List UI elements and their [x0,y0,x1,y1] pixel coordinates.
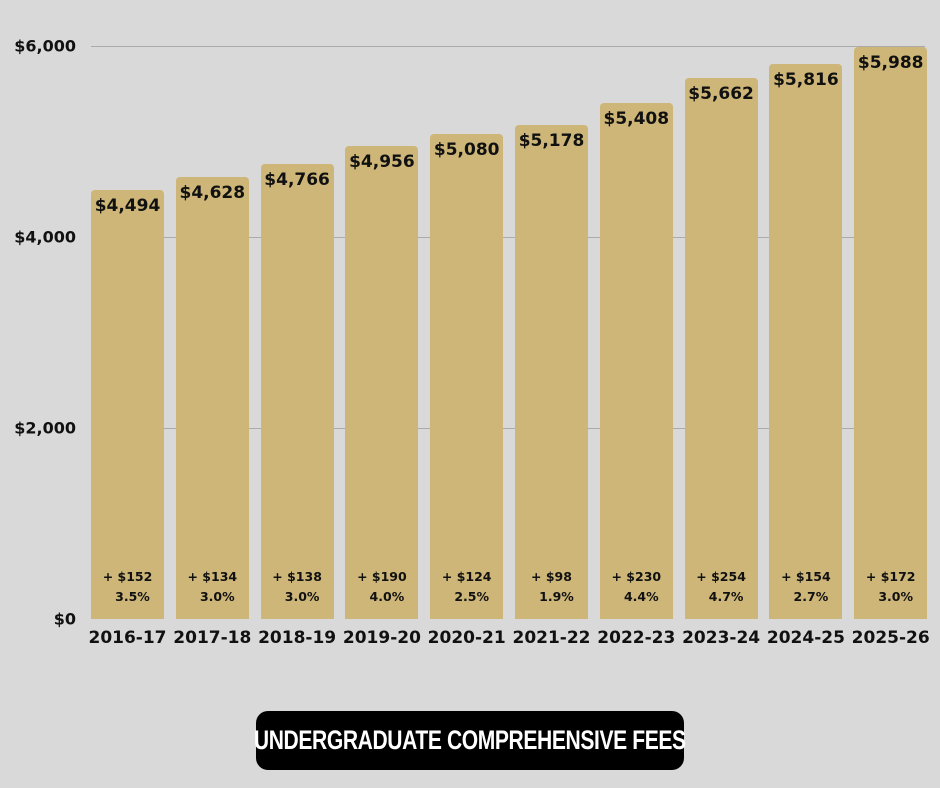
bar-change-annotation: + $138 3.0% [261,567,334,607]
bar-value-label: $4,766 [264,169,330,190]
chart-plot-area: $0 $2,000 $4,000 $6,000 $4,494 + $152 3.5% 2016… [14,36,929,649]
change-percent: 3.5% [115,588,150,604]
bar: $4,494 + $152 3.5% [91,189,164,619]
change-amount: + $230 [611,568,662,584]
change-amount: + $190 [357,568,407,584]
bar-value-label: $4,494 [94,195,161,216]
change-percent: 3.0% [284,588,320,604]
bar-change-annotation: + $172 3.0% [854,567,927,607]
bar-change-annotation: + $154 2.7% [769,567,842,607]
bar-change-annotation: + $152 3.5% [91,567,164,607]
change-amount: + $154 [781,568,831,584]
x-axis-tick-label: 2016-17 [88,628,167,648]
y-axis-tick-label: $0 [53,609,76,629]
change-percent: 1.9% [539,588,574,604]
change-percent: 3.0% [199,588,235,604]
gridline [91,428,925,429]
x-axis-tick-label: 2019-20 [342,628,421,648]
change-percent: 2.5% [454,588,490,604]
gridline [91,237,925,238]
bar: $5,988 + $172 3.0% [854,47,928,619]
bar-change-annotation: + $230 4.4% [600,567,673,607]
bar: $5,408 + $230 4.4% [599,102,673,619]
x-axis-tick-label: 2017-18 [173,628,252,648]
change-percent: 2.7% [793,588,829,604]
change-amount: + $254 [696,568,746,584]
bar: $5,816 + $154 2.7% [769,63,843,619]
bar: $5,178 + $98 1.9% [515,124,588,619]
x-axis-tick-label: 2022-23 [597,628,676,648]
y-axis-tick-label: $2,000 [14,418,76,438]
bar-change-annotation: + $98 1.9% [515,567,588,607]
change-amount: + $152 [102,568,153,584]
x-axis-tick-label: 2023-24 [682,628,761,648]
bar-value-label: $5,408 [603,108,670,129]
change-percent: 4.0% [369,588,405,604]
bar-value-label: $5,816 [773,69,839,90]
chart-title-badge: UNDERGRADUATE COMPREHENSIVE FEES [254,711,686,770]
bar: $5,080 + $124 2.5% [430,133,504,619]
bar: $4,766 + $138 3.0% [260,163,334,619]
x-axis-tick-label: 2020-21 [427,628,506,648]
x-axis-tick-label: 2018-19 [258,628,337,648]
change-amount: + $98 [531,568,572,584]
bar-value-label: $5,662 [688,84,754,105]
y-axis-tick-label: $4,000 [14,227,76,247]
change-percent: 3.0% [878,588,914,604]
chart-title: UNDERGRADUATE COMPREHENSIVE FEES [254,725,686,755]
bar-value-label: $5,988 [857,53,924,74]
bar-change-annotation: + $254 4.7% [685,567,758,607]
change-percent: 4.4% [623,588,659,604]
x-axis-tick-label: 2021-22 [512,628,591,648]
x-axis-tick-label: 2025-26 [851,628,930,648]
change-amount: + $138 [272,568,322,584]
change-amount: + $124 [441,568,492,584]
change-percent: 4.7% [708,588,744,604]
change-amount: + $172 [865,568,916,584]
bar-value-label: $4,956 [349,151,415,172]
bar-change-annotation: + $124 2.5% [430,567,503,607]
bar-value-label: $4,628 [179,183,246,204]
y-axis-tick-label: $6,000 [14,36,76,56]
bar: $5,662 + $254 4.7% [684,78,758,619]
bar-value-label: $5,080 [433,139,500,160]
change-amount: + $134 [187,568,238,584]
gridline [91,46,925,47]
bar: $4,956 + $190 4.0% [345,145,419,619]
bar: $4,628 + $134 3.0% [175,177,249,619]
x-axis-tick-label: 2024-25 [766,628,845,648]
bar-value-label: $5,178 [518,130,585,151]
bar-change-annotation: + $134 3.0% [176,567,249,607]
bar-change-annotation: + $190 4.0% [345,567,418,607]
